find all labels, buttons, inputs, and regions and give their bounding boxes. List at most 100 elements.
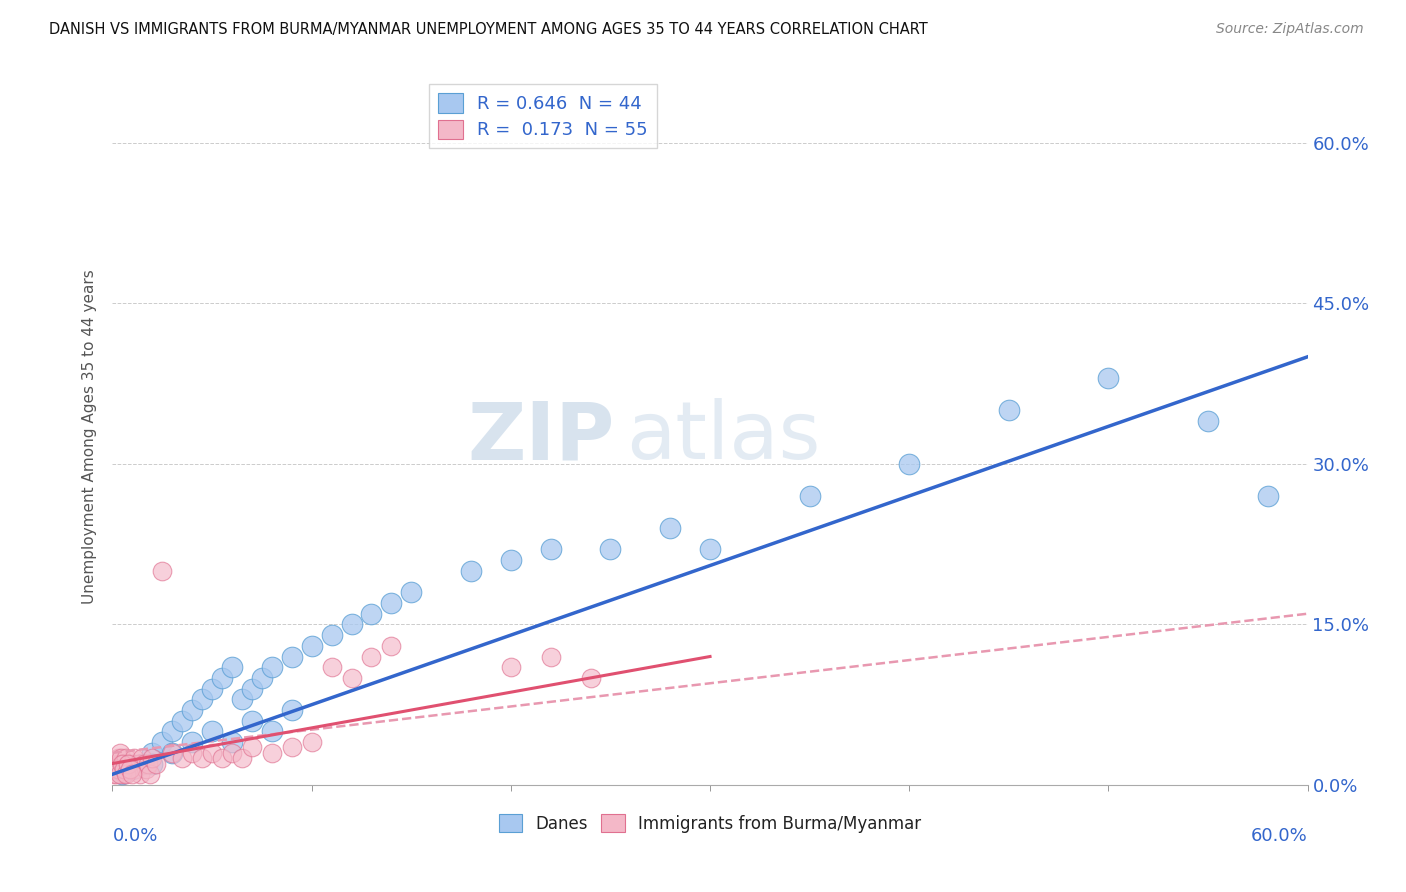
Point [579, 671, 602, 685]
Point [1197, 414, 1219, 428]
Point [125, 762, 148, 776]
Point [211, 751, 233, 765]
Point [221, 746, 243, 760]
Point [211, 671, 233, 685]
Point [221, 660, 243, 674]
Point [260, 660, 283, 674]
Point [340, 617, 363, 632]
Point [138, 756, 160, 771]
Point [172, 751, 194, 765]
Point [998, 403, 1021, 417]
Text: 60.0%: 60.0% [1251, 827, 1308, 845]
Text: DANISH VS IMMIGRANTS FROM BURMA/MYANMAR UNEMPLOYMENT AMONG AGES 35 TO 44 YEARS C: DANISH VS IMMIGRANTS FROM BURMA/MYANMAR … [49, 22, 928, 37]
Point [240, 714, 263, 728]
Point [105, 767, 128, 781]
Point [181, 746, 204, 760]
Point [1336, 114, 1358, 128]
Point [115, 751, 138, 765]
Point [240, 681, 263, 696]
Point [340, 671, 363, 685]
Point [250, 671, 273, 685]
Point [380, 639, 402, 653]
Text: atlas: atlas [627, 398, 821, 476]
Point [162, 724, 183, 739]
Point [103, 767, 125, 781]
Point [540, 542, 562, 557]
Point [181, 735, 204, 749]
Point [117, 756, 139, 771]
Point [129, 767, 152, 781]
Point [108, 756, 131, 771]
Point [191, 751, 214, 765]
Point [281, 740, 304, 755]
Point [115, 767, 138, 781]
Point [141, 746, 163, 760]
Point [111, 767, 134, 781]
Point [181, 703, 204, 717]
Legend: Danes, Immigrants from Burma/Myanmar: Danes, Immigrants from Burma/Myanmar [492, 807, 928, 839]
Point [260, 724, 283, 739]
Point [131, 751, 153, 765]
Point [540, 649, 562, 664]
Point [321, 628, 343, 642]
Point [127, 756, 149, 771]
Point [120, 762, 142, 776]
Point [124, 751, 146, 765]
Point [281, 649, 304, 664]
Point [107, 762, 129, 776]
Point [117, 756, 139, 771]
Point [150, 564, 173, 578]
Point [112, 756, 135, 771]
Point [699, 542, 721, 557]
Point [460, 564, 482, 578]
Point [105, 756, 128, 771]
Point [110, 751, 132, 765]
Point [380, 596, 402, 610]
Point [499, 553, 522, 567]
Point [139, 767, 162, 781]
Point [121, 767, 143, 781]
Point [114, 762, 135, 776]
Point [134, 756, 156, 771]
Point [121, 762, 143, 776]
Point [141, 756, 163, 771]
Point [172, 714, 194, 728]
Point [135, 762, 157, 776]
Point [401, 585, 423, 599]
Point [201, 724, 224, 739]
Point [201, 681, 224, 696]
Point [260, 746, 283, 760]
Point [111, 762, 134, 776]
Point [121, 756, 143, 771]
Text: Source: ZipAtlas.com: Source: ZipAtlas.com [1216, 22, 1364, 37]
Point [231, 692, 253, 706]
Text: 0.0%: 0.0% [112, 827, 157, 845]
Point [145, 756, 167, 771]
Point [1097, 371, 1119, 385]
Point [201, 746, 224, 760]
Point [360, 607, 382, 621]
Point [110, 746, 132, 760]
Point [221, 735, 243, 749]
Point [240, 740, 263, 755]
Point [162, 746, 183, 760]
Point [150, 735, 173, 749]
Point [104, 762, 127, 776]
Point [231, 751, 253, 765]
Y-axis label: Unemployment Among Ages 35 to 44 years: Unemployment Among Ages 35 to 44 years [82, 269, 97, 605]
Point [1257, 489, 1279, 503]
Point [499, 660, 522, 674]
Point [360, 649, 382, 664]
Point [301, 639, 323, 653]
Point [107, 762, 129, 776]
Point [599, 542, 621, 557]
Point [799, 489, 821, 503]
Point [162, 746, 183, 760]
Point [321, 660, 343, 674]
Point [107, 751, 129, 765]
Point [120, 762, 142, 776]
Point [301, 735, 323, 749]
Point [898, 457, 921, 471]
Point [659, 521, 682, 535]
Point [114, 767, 135, 781]
